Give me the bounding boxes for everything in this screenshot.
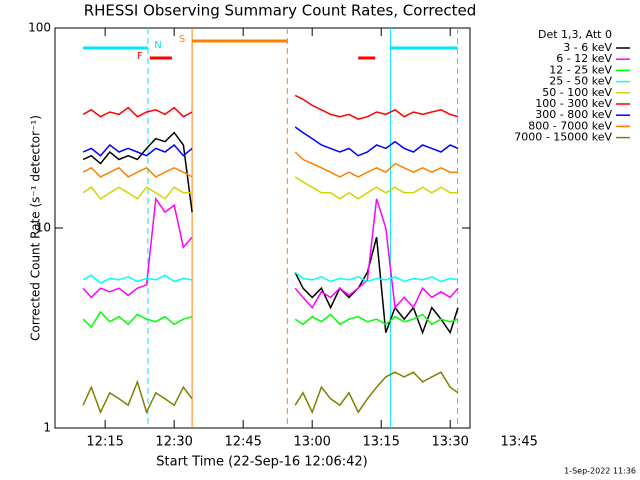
x-tick-label: 13:45 <box>500 435 537 450</box>
series-line <box>294 176 458 200</box>
x-tick-label: 13:00 <box>293 435 330 450</box>
series-line <box>294 151 458 178</box>
legend-label: 300 - 800 keV <box>535 108 612 121</box>
series-line <box>294 94 459 121</box>
legend-label: 12 - 25 keV <box>549 63 612 76</box>
x-tick-label: 12:45 <box>224 435 261 450</box>
series-line <box>82 131 193 213</box>
series-line <box>294 126 459 157</box>
series-line <box>82 274 193 284</box>
series-line <box>82 310 193 329</box>
y-tick-label: 1 <box>43 421 51 435</box>
series-line <box>82 143 193 157</box>
series-line <box>82 106 193 118</box>
x-axis-label: Start Time (22-Sep-16 12:06:42) <box>156 455 367 470</box>
x-tick-label: 12:15 <box>86 435 123 450</box>
series-line <box>82 186 193 200</box>
y-tick-label: 100 <box>28 21 51 35</box>
series-line <box>294 237 459 335</box>
y-tick-label: 10 <box>36 221 51 235</box>
legend-title: Det 1,3, Att 0 <box>538 28 612 41</box>
series-line <box>294 271 459 283</box>
series-line <box>294 313 459 326</box>
series-line <box>82 196 193 299</box>
legend-label: 25 - 50 keV <box>549 75 612 88</box>
series-line <box>82 379 193 415</box>
y-axis-label: Corrected Count Rate (s⁻¹ detector⁻¹) <box>29 115 43 341</box>
legend-label: 3 - 6 keV <box>563 41 612 54</box>
legend-label: 7000 - 15000 keV <box>514 131 612 144</box>
series-line <box>294 198 459 310</box>
flag-label: N <box>154 40 161 51</box>
legend-label: 100 - 300 keV <box>535 97 612 110</box>
x-tick-label: 13:30 <box>431 435 468 450</box>
series-line <box>294 371 459 415</box>
legend-label: 6 - 12 keV <box>556 52 612 65</box>
series-line <box>82 166 193 178</box>
flag-label: F <box>137 51 143 62</box>
legend-label: 50 - 100 keV <box>542 86 612 99</box>
footer: 1-Sep-2022 11:36 <box>564 467 636 476</box>
flag-label: S <box>179 34 185 45</box>
x-tick-label: 13:15 <box>362 435 399 450</box>
chart-title: RHESSI Observing Summary Count Rates, Co… <box>84 2 477 20</box>
plot-frame <box>54 27 471 429</box>
legend-label: 800 - 7000 keV <box>528 119 612 132</box>
x-tick-label: 12:30 <box>155 435 192 450</box>
